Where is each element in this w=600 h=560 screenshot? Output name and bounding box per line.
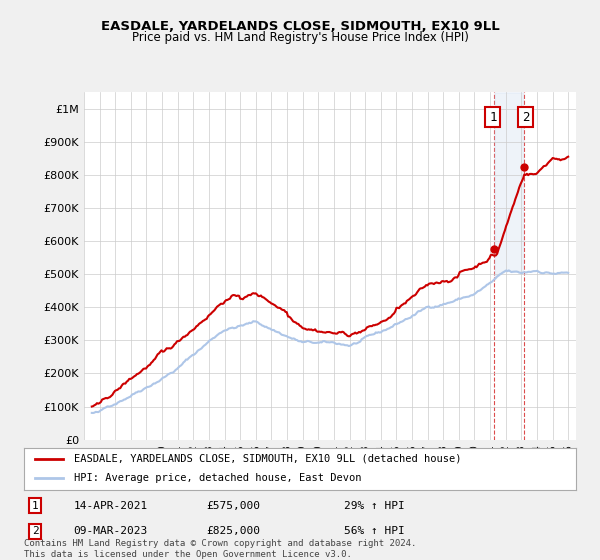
Text: 09-MAR-2023: 09-MAR-2023: [74, 526, 148, 536]
Text: 1: 1: [32, 501, 38, 511]
Text: 14-APR-2021: 14-APR-2021: [74, 501, 148, 511]
Text: £825,000: £825,000: [206, 526, 260, 536]
Text: 1: 1: [489, 111, 497, 124]
Text: EASDALE, YARDELANDS CLOSE, SIDMOUTH, EX10 9LL (detached house): EASDALE, YARDELANDS CLOSE, SIDMOUTH, EX1…: [74, 454, 461, 464]
Text: Price paid vs. HM Land Registry's House Price Index (HPI): Price paid vs. HM Land Registry's House …: [131, 31, 469, 44]
Text: 2: 2: [522, 111, 529, 124]
Text: 2: 2: [32, 526, 38, 536]
Text: Contains HM Land Registry data © Crown copyright and database right 2024.
This d: Contains HM Land Registry data © Crown c…: [24, 539, 416, 559]
Text: 56% ↑ HPI: 56% ↑ HPI: [344, 526, 405, 536]
Text: £575,000: £575,000: [206, 501, 260, 511]
Text: 29% ↑ HPI: 29% ↑ HPI: [344, 501, 405, 511]
Text: EASDALE, YARDELANDS CLOSE, SIDMOUTH, EX10 9LL: EASDALE, YARDELANDS CLOSE, SIDMOUTH, EX1…: [101, 20, 499, 32]
Text: HPI: Average price, detached house, East Devon: HPI: Average price, detached house, East…: [74, 473, 361, 483]
